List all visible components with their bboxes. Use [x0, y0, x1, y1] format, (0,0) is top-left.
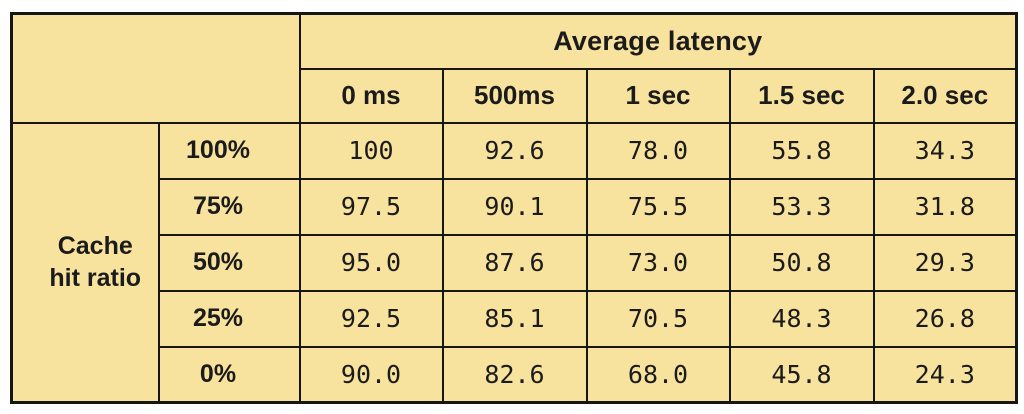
table-cell: 92.5 — [298, 289, 444, 348]
table-cell: 75.5 — [585, 177, 731, 236]
table-cell: 53.3 — [728, 177, 875, 236]
table-cell: 100 — [298, 121, 444, 180]
table-cell: 90.1 — [441, 177, 588, 236]
table-cell: 45.8 — [728, 345, 875, 404]
table-cell: 55.8 — [728, 121, 875, 180]
table-cell: 50.8 — [728, 233, 875, 292]
row-header-50pct: 50% — [157, 233, 301, 292]
row-group-header-line1: Cache — [57, 231, 133, 260]
table-cell: 26.8 — [872, 289, 1018, 348]
table-row: 0% 90.0 82.6 68.0 45.8 24.3 — [12, 345, 1018, 404]
corner-blank-cell — [10, 12, 301, 124]
row-header-75pct: 75% — [157, 177, 301, 236]
table-row: 25% 92.5 85.1 70.5 48.3 26.8 — [12, 289, 1018, 348]
row-header-25pct: 25% — [157, 289, 301, 348]
column-header-500ms: 500ms — [441, 67, 588, 124]
cache-latency-table: Average latency 0 ms 500ms 1 sec 1.5 sec… — [10, 12, 1019, 404]
table-cell: 31.8 — [872, 177, 1018, 236]
table-row: 75% 97.5 90.1 75.5 53.3 31.8 — [12, 177, 1018, 236]
table-row: Cache hit ratio 100% 100 92.6 78.0 55.8 … — [10, 121, 1018, 404]
table-cell: 90.0 — [298, 345, 444, 404]
table-row: 50% 95.0 87.6 73.0 50.8 29.3 — [12, 233, 1018, 292]
table-cell: 82.6 — [441, 345, 588, 404]
column-group-header: Average latency — [298, 12, 1018, 70]
column-header-1-5sec: 1.5 sec — [728, 67, 875, 124]
row-header-100pct: 100% — [157, 121, 301, 180]
table-cell: 29.3 — [872, 233, 1018, 292]
table-cell: 70.5 — [585, 289, 731, 348]
table-cell: 85.1 — [441, 289, 588, 348]
row-group-header: Cache hit ratio — [10, 121, 160, 404]
column-header-1sec: 1 sec — [585, 67, 731, 124]
row-group-header-line2: hit ratio — [49, 264, 142, 293]
table-cell: 48.3 — [728, 289, 875, 348]
column-header-0ms: 0 ms — [298, 67, 444, 124]
table-cell: 78.0 — [585, 121, 731, 180]
row-header-0pct: 0% — [157, 345, 301, 404]
table-cell: 95.0 — [298, 233, 444, 292]
table-cell: 97.5 — [298, 177, 444, 236]
table-cell: 24.3 — [872, 345, 1018, 404]
table-cell: 34.3 — [872, 121, 1018, 180]
table-cell: 68.0 — [585, 345, 731, 404]
table-cell: 73.0 — [585, 233, 731, 292]
column-header-2-0sec: 2.0 sec — [872, 67, 1018, 124]
table-cell: 87.6 — [441, 233, 588, 292]
table-cell: 92.6 — [441, 121, 588, 180]
